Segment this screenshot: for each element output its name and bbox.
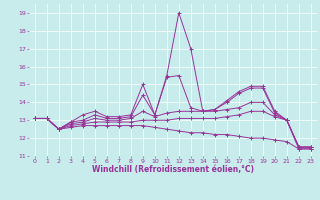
X-axis label: Windchill (Refroidissement éolien,°C): Windchill (Refroidissement éolien,°C)	[92, 165, 254, 174]
